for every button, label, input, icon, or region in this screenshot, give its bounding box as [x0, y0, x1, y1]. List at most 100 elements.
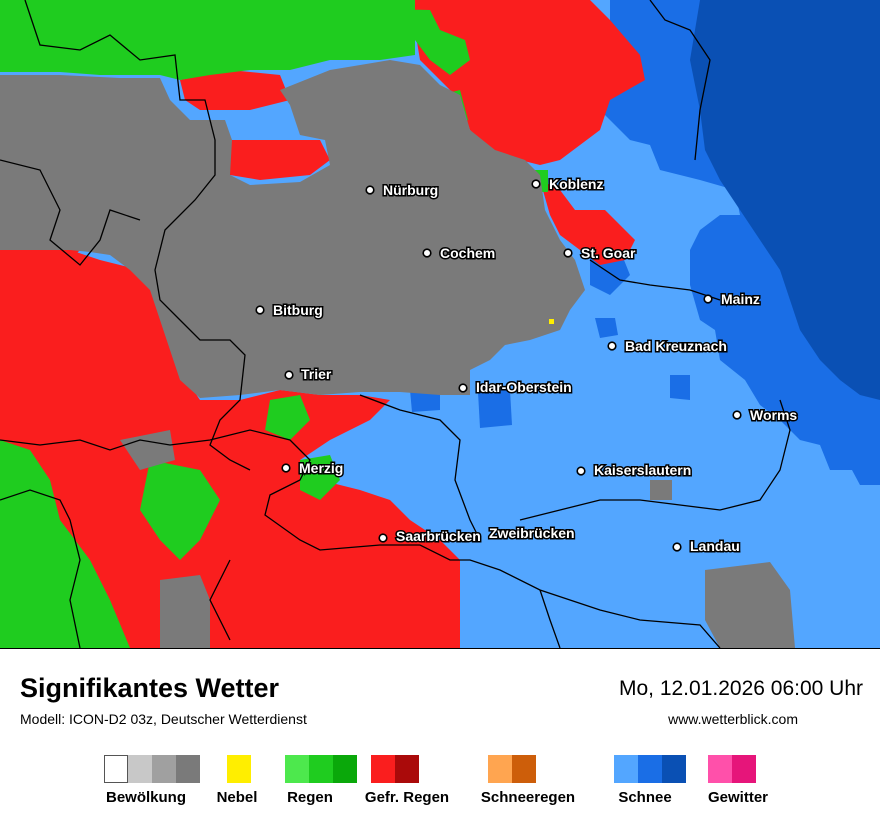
legend-swatch: [309, 755, 333, 783]
border-line: [359, 394, 481, 541]
city-kaiserslautern: Kaiserslautern: [576, 461, 693, 480]
cloud-area: [120, 430, 175, 470]
legend-label: Regen: [287, 789, 333, 806]
city-dot: [563, 248, 573, 258]
border-line: [589, 259, 721, 301]
legend-label: Bewölkung: [105, 789, 187, 806]
rain-area: [265, 395, 310, 440]
legend-swatch: [395, 755, 419, 783]
border-line: [24, 0, 251, 471]
legend-item-gewitter: [708, 755, 756, 783]
legend-label: Schnee: [618, 789, 672, 806]
city-dot: [732, 410, 742, 420]
legend-label: Gewitter: [707, 789, 769, 806]
city-dot: [576, 466, 586, 476]
legend-swatch: [662, 755, 686, 783]
legend-swatches: [614, 755, 686, 783]
legend-item-bewölkung: [104, 755, 200, 783]
cloud-area: [160, 575, 210, 648]
cloud-area: [0, 60, 585, 398]
model-source: Modell: ICON-D2 03z, Deutscher Wetterdie…: [20, 711, 307, 727]
legend-swatch: [732, 755, 756, 783]
legend-swatches: [104, 755, 200, 783]
legend-item-schneeregen: [488, 755, 536, 783]
city-label: Merzig: [299, 460, 343, 476]
rain-area: [0, 0, 415, 80]
rain-area: [140, 460, 220, 560]
legend-label: Nebel: [216, 789, 258, 806]
legend-swatch: [708, 755, 732, 783]
city-dot: [284, 370, 294, 380]
legend-swatch: [333, 755, 357, 783]
city-label: Bad Kreuznach: [625, 338, 727, 354]
legend-label: Schneeregen: [480, 789, 576, 806]
city-markers: Nürburg Koblenz Cochem St. Goar Mainz Bi…: [255, 175, 799, 556]
weather-map-canvas: Nürburg Koblenz Cochem St. Goar Mainz Bi…: [0, 0, 880, 648]
city-label: Cochem: [440, 245, 495, 261]
city-st-goar: St. Goar: [563, 244, 638, 263]
city-cochem: Cochem: [422, 244, 497, 263]
legend-swatch: [488, 755, 512, 783]
city-saarbrucken: Saarbrücken: [378, 527, 482, 546]
city-label: Mainz: [721, 291, 760, 307]
page-title: Signifikantes Wetter: [20, 673, 280, 703]
weather-map: Nürburg Koblenz Cochem St. Goar Mainz Bi…: [0, 0, 880, 648]
legend-swatch: [227, 755, 251, 783]
legend-swatch: [371, 755, 395, 783]
city-label: Saarbrücken: [396, 528, 481, 544]
cloud-area: [650, 480, 672, 500]
freezing-rain-area: [230, 140, 330, 180]
footer-panel: Signifikantes Wetter Modell: ICON-D2 03z…: [0, 648, 880, 831]
city-dot: [378, 533, 388, 543]
city-dot: [607, 341, 617, 351]
border-line: [539, 589, 561, 648]
rain-area: [300, 455, 340, 500]
city-bitburg: Bitburg: [255, 301, 324, 320]
freezing-rain-area: [180, 70, 290, 110]
heavy-snow-patch: [595, 318, 618, 338]
legend-swatch: [512, 755, 536, 783]
cloud-area: [0, 210, 25, 248]
legend-swatch: [176, 755, 200, 783]
city-label: Landau: [690, 538, 740, 554]
border-line: [519, 399, 791, 521]
city-label: Zweibrücken: [489, 525, 575, 541]
city-zweibrucken: Zweibrücken: [488, 524, 577, 543]
city-dot: [281, 463, 291, 473]
city-dot: [672, 542, 682, 552]
legend-swatch: [614, 755, 638, 783]
legend-swatch: [152, 755, 176, 783]
border-line: [649, 0, 711, 161]
legend-swatches: [371, 755, 419, 783]
city-dot: [703, 294, 713, 304]
border-line: [209, 559, 231, 641]
legend-item-schnee: [614, 755, 686, 783]
city-label: Koblenz: [549, 176, 603, 192]
forecast-datetime: Mo, 12.01.2026 06:00 Uhr: [618, 677, 863, 700]
city-dot: [422, 248, 432, 258]
city-label: Idar-Oberstein: [476, 379, 572, 395]
legend-swatch: [128, 755, 152, 783]
city-mainz: Mainz: [703, 290, 761, 309]
city-trier: Trier: [284, 365, 333, 384]
city-label: Nürburg: [383, 182, 438, 198]
city-label: St. Goar: [581, 245, 636, 261]
city-dot: [531, 179, 541, 189]
city-idar-oberstein: Idar-Oberstein: [458, 378, 573, 397]
city-label: Bitburg: [273, 302, 323, 318]
city-label: Kaiserslautern: [594, 462, 691, 478]
legend-item-gefr-regen: [371, 755, 419, 783]
rain-area: [0, 440, 130, 648]
city-worms: Worms: [732, 406, 799, 425]
website-link[interactable]: www.wetterblick.com: [668, 711, 798, 727]
legend-swatches: [285, 755, 357, 783]
legend-swatch: [638, 755, 662, 783]
city-dot: [458, 383, 468, 393]
city-nurburg: Nürburg: [365, 181, 440, 200]
city-label: Worms: [750, 407, 797, 423]
city-dot: [255, 305, 265, 315]
city-merzig: Merzig: [281, 459, 345, 478]
city-dot: [365, 185, 375, 195]
city-label: Trier: [301, 366, 332, 382]
fog-spot: [549, 319, 554, 324]
